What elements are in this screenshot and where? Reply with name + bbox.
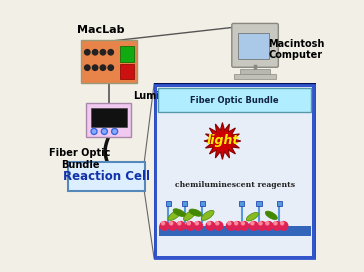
FancyBboxPatch shape [238,33,269,59]
Circle shape [92,50,98,55]
Circle shape [101,128,107,134]
Text: Luminometer: Luminometer [133,91,206,101]
Circle shape [108,65,114,70]
Circle shape [92,65,98,70]
Circle shape [274,222,277,225]
Circle shape [257,222,266,230]
Ellipse shape [173,209,186,217]
Circle shape [112,128,118,134]
Circle shape [241,222,245,225]
Circle shape [249,222,258,230]
Circle shape [176,222,185,230]
Text: chemiluminescent reagents: chemiluminescent reagents [175,181,295,188]
Bar [159,226,310,236]
Circle shape [91,128,97,134]
Ellipse shape [183,210,195,221]
Circle shape [235,222,238,225]
Circle shape [103,130,106,133]
Circle shape [92,130,96,133]
FancyBboxPatch shape [232,23,278,67]
Circle shape [251,222,254,225]
Text: Macintosh
Computer: Macintosh Computer [269,39,325,60]
FancyBboxPatch shape [277,201,282,206]
Circle shape [194,222,203,230]
Text: Fiber Optic
Bundle: Fiber Optic Bundle [50,148,111,170]
Text: MacLab: MacLab [77,25,124,35]
Circle shape [160,222,169,230]
Circle shape [264,222,273,230]
Circle shape [100,65,106,70]
FancyBboxPatch shape [182,201,187,206]
FancyBboxPatch shape [87,103,131,137]
FancyBboxPatch shape [239,201,244,206]
FancyBboxPatch shape [81,41,137,83]
Circle shape [281,222,284,225]
Circle shape [266,222,269,225]
Ellipse shape [168,210,181,220]
Circle shape [259,222,262,225]
FancyBboxPatch shape [68,162,145,191]
Polygon shape [204,123,241,159]
Text: Reaction Cell: Reaction Cell [63,170,150,183]
Circle shape [187,222,190,225]
FancyBboxPatch shape [154,83,316,259]
Ellipse shape [201,210,214,220]
FancyBboxPatch shape [166,201,171,206]
Circle shape [226,222,235,230]
Circle shape [214,222,223,230]
Circle shape [162,222,165,225]
Circle shape [206,222,215,230]
Circle shape [279,222,288,230]
Circle shape [100,50,106,55]
Ellipse shape [189,209,202,216]
Circle shape [108,50,114,55]
Circle shape [168,222,177,230]
Circle shape [195,222,198,225]
Circle shape [113,130,116,133]
Circle shape [207,222,211,225]
Circle shape [228,222,231,225]
FancyBboxPatch shape [234,74,276,79]
Circle shape [272,222,281,230]
FancyBboxPatch shape [158,88,311,112]
FancyBboxPatch shape [256,201,262,206]
Ellipse shape [246,212,258,221]
Text: Fiber Optic Bundle: Fiber Optic Bundle [190,96,279,106]
Circle shape [178,222,181,225]
Circle shape [216,222,219,225]
Circle shape [84,50,90,55]
Circle shape [186,222,194,230]
Ellipse shape [265,211,277,220]
FancyBboxPatch shape [155,85,314,258]
FancyBboxPatch shape [120,46,134,62]
Circle shape [170,222,173,225]
Text: light: light [206,134,239,147]
Circle shape [240,222,249,230]
FancyBboxPatch shape [91,108,127,127]
FancyBboxPatch shape [199,201,205,206]
FancyBboxPatch shape [120,64,134,79]
Circle shape [84,65,90,70]
FancyBboxPatch shape [157,87,312,256]
Circle shape [233,222,242,230]
FancyBboxPatch shape [240,69,270,75]
